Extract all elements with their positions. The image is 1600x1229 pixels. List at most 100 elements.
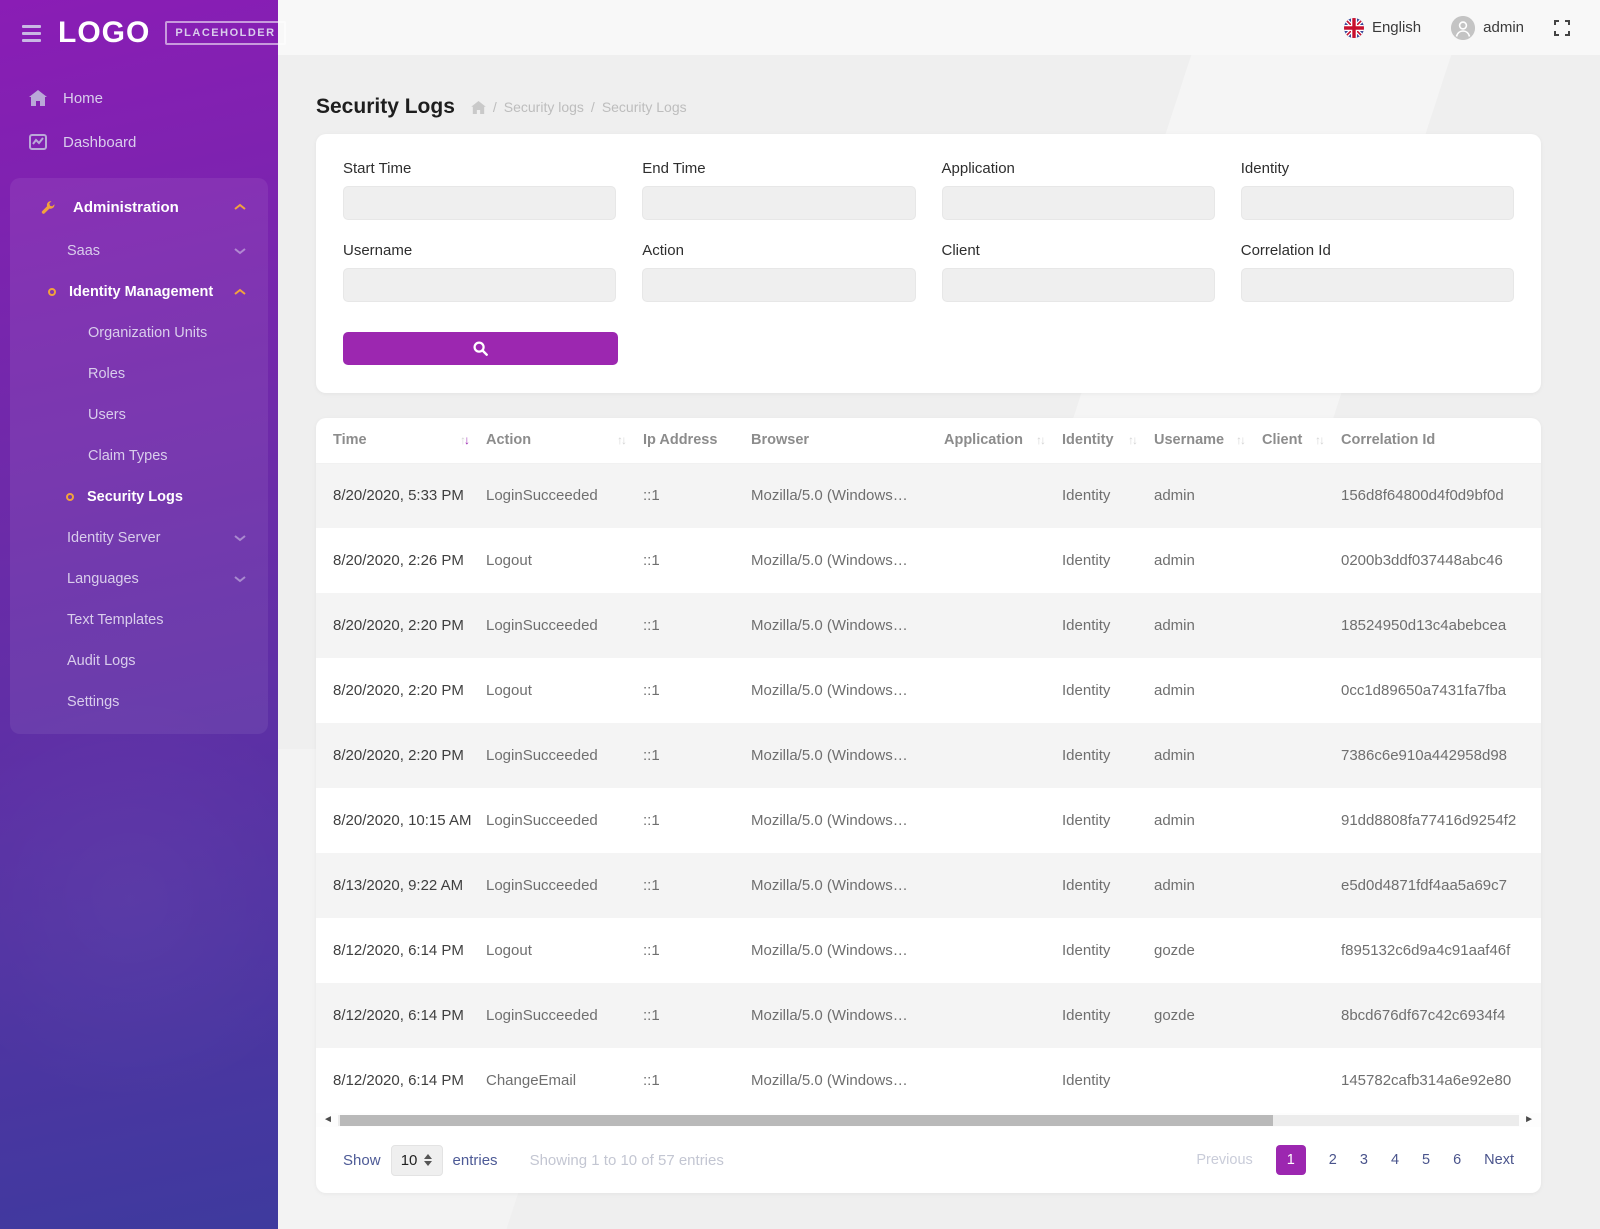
menu-toggle-icon[interactable] — [20, 21, 43, 46]
wrench-icon — [38, 198, 57, 217]
cell-client — [1262, 853, 1341, 918]
table-row[interactable]: 8/20/2020, 10:15 AM LoginSucceeded ::1 M… — [316, 788, 1541, 853]
cell-browser: Mozilla/5.0 (Windows… — [751, 1007, 908, 1024]
table-row[interactable]: 8/20/2020, 2:20 PM LoginSucceeded ::1 Mo… — [316, 723, 1541, 788]
sidebar-item-claim-types[interactable]: Claim Types — [88, 447, 168, 464]
application-label: Application — [941, 160, 1015, 177]
table-row[interactable]: 8/13/2020, 9:22 AM LoginSucceeded ::1 Mo… — [316, 853, 1541, 918]
language-selector[interactable]: English — [1343, 17, 1421, 38]
cell-ip-address: ::1 — [643, 487, 660, 505]
breadcrumb-section[interactable]: Security logs — [503, 99, 584, 115]
column-header-action[interactable]: Action ↑↓ — [486, 418, 643, 464]
sidebar-item-home[interactable]: Home — [0, 76, 278, 120]
next-page-button[interactable]: Next — [1484, 1152, 1514, 1168]
table-row[interactable]: 8/12/2020, 6:14 PM Logout ::1 Mozilla/5.… — [316, 918, 1541, 983]
cell-application — [944, 918, 1062, 983]
cell-action: LoginSucceeded — [486, 1007, 598, 1024]
scrollbar-track[interactable] — [337, 1114, 1520, 1126]
column-header-identity[interactable]: Identity ↑↓ — [1062, 418, 1154, 464]
sidebar-item-users[interactable]: Users — [88, 406, 126, 423]
scroll-left-icon[interactable]: ◄ — [323, 1114, 333, 1125]
cell-time: 8/13/2020, 9:22 AM — [333, 877, 464, 894]
sidebar-item-identity-server[interactable]: Identity Server — [10, 517, 268, 558]
chevron-down-icon — [234, 534, 246, 541]
table-row[interactable]: 8/20/2020, 5:33 PM LoginSucceeded ::1 Mo… — [316, 463, 1541, 528]
cell-time: 8/20/2020, 2:26 PM — [333, 552, 464, 569]
table-row[interactable]: 8/20/2020, 2:20 PM LoginSucceeded ::1 Mo… — [316, 593, 1541, 658]
uk-flag-icon — [1343, 17, 1364, 38]
scroll-right-icon[interactable]: ► — [1524, 1114, 1534, 1125]
cell-identity: Identity — [1062, 942, 1111, 959]
sidebar: LOGO PLACEHOLDER Home Dashboard Administ… — [0, 0, 340, 1229]
column-header-time[interactable]: Time ↑↓ — [316, 418, 486, 464]
column-header-username[interactable]: Username ↑↓ — [1154, 418, 1262, 464]
page-number-button[interactable]: 1 — [1275, 1145, 1306, 1175]
page-number-button[interactable]: 3 — [1359, 1152, 1368, 1168]
sidebar-item-identity-management[interactable]: Identity Management — [10, 271, 268, 312]
sort-desc-icon: ↓ — [1040, 433, 1046, 448]
column-header-browser: Browser — [751, 418, 944, 464]
page-number-button[interactable]: 2 — [1328, 1152, 1337, 1168]
cell-time: 8/12/2020, 6:14 PM — [333, 1072, 464, 1089]
sidebar-item-security-logs[interactable]: Security Logs — [10, 476, 268, 517]
cell-application — [944, 593, 1062, 658]
cell-browser: Mozilla/5.0 (Windows… — [751, 877, 908, 894]
cell-browser: Mozilla/5.0 (Windows… — [751, 1072, 908, 1089]
cell-ip-address: ::1 — [643, 1007, 660, 1024]
cell-username: admin — [1154, 812, 1195, 829]
cell-action: Logout — [486, 942, 532, 959]
cell-application — [944, 983, 1062, 1048]
cell-action: LoginSucceeded — [486, 617, 598, 634]
start-time-input[interactable] — [343, 186, 617, 220]
sidebar-item-dashboard[interactable]: Dashboard — [0, 120, 278, 164]
cell-action: LoginSucceeded — [486, 877, 598, 894]
sidebar-item-organization-units[interactable]: Organization Units — [88, 324, 208, 341]
fullscreen-icon[interactable] — [1554, 19, 1570, 36]
client-input[interactable] — [941, 268, 1215, 302]
sort-desc-icon: ↓ — [1132, 433, 1138, 448]
cell-identity: Identity — [1062, 487, 1111, 505]
correlation-id-input[interactable] — [1240, 268, 1514, 302]
scrollbar-thumb[interactable] — [339, 1114, 1274, 1126]
sort-desc-icon: ↓ — [1319, 433, 1325, 448]
sidebar-item-text-templates[interactable]: Text Templates — [67, 611, 164, 628]
table-row[interactable]: 8/12/2020, 6:14 PM LoginSucceeded ::1 Mo… — [316, 983, 1541, 1048]
search-button[interactable] — [343, 332, 618, 365]
cell-ip-address: ::1 — [643, 942, 660, 959]
cell-client — [1262, 593, 1341, 658]
application-input[interactable] — [941, 186, 1215, 220]
cell-username: admin — [1154, 682, 1195, 699]
sidebar-item-languages[interactable]: Languages — [10, 558, 268, 599]
user-menu[interactable]: admin — [1451, 15, 1524, 40]
sidebar-item-saas[interactable]: Saas — [10, 230, 268, 271]
table-row[interactable]: 8/20/2020, 2:20 PM Logout ::1 Mozilla/5.… — [316, 658, 1541, 723]
avatar — [1451, 15, 1476, 40]
username-input[interactable] — [343, 268, 617, 302]
cell-application — [944, 658, 1062, 723]
column-header-application[interactable]: Application ↑↓ — [944, 418, 1062, 464]
action-input[interactable] — [642, 268, 916, 302]
cell-time: 8/20/2020, 2:20 PM — [333, 747, 464, 764]
table-footer: Show 10 entries Showing 1 to 10 of 57 en… — [316, 1127, 1541, 1193]
end-time-input[interactable] — [642, 186, 916, 220]
sidebar-item-settings[interactable]: Settings — [67, 693, 120, 710]
home-icon — [28, 89, 47, 108]
sidebar-item-administration[interactable]: Administration — [10, 184, 268, 230]
sidebar-item-audit-logs[interactable]: Audit Logs — [67, 652, 136, 669]
page-size-select[interactable]: 10 — [390, 1144, 443, 1176]
breadcrumb-home-icon[interactable] — [471, 100, 486, 114]
cell-action: LoginSucceeded — [486, 812, 598, 829]
cell-client — [1262, 1048, 1341, 1113]
page-number-button[interactable]: 6 — [1453, 1152, 1462, 1168]
previous-page-button[interactable]: Previous — [1196, 1152, 1253, 1168]
page-number-button[interactable]: 4 — [1390, 1152, 1400, 1168]
cell-client — [1262, 528, 1341, 593]
identity-input[interactable] — [1240, 186, 1514, 220]
table-row[interactable]: 8/12/2020, 6:14 PM ChangeEmail ::1 Mozil… — [316, 1048, 1541, 1113]
page-number-button[interactable]: 5 — [1422, 1152, 1431, 1168]
sidebar-item-roles[interactable]: Roles — [88, 365, 126, 382]
table-row[interactable]: 8/20/2020, 2:26 PM Logout ::1 Mozilla/5.… — [316, 528, 1541, 593]
username-label: admin — [1483, 19, 1524, 36]
column-header-client[interactable]: Client ↑↓ — [1262, 418, 1341, 464]
cell-identity: Identity — [1062, 682, 1111, 699]
